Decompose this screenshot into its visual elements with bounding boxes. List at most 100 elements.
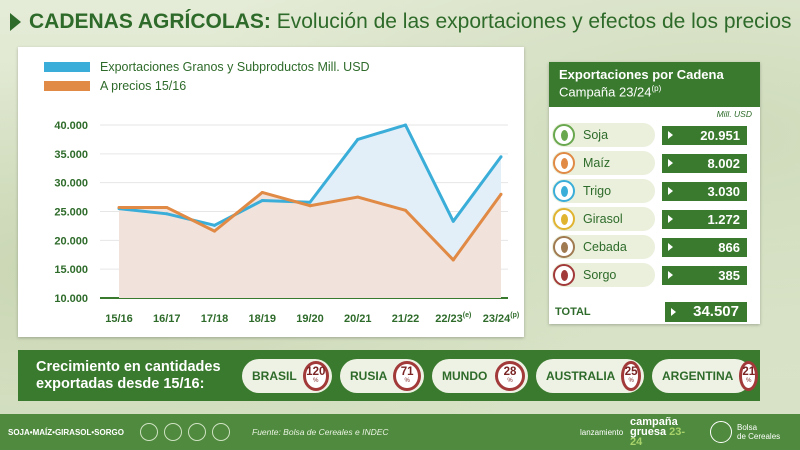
x-tick-text: 23/24 [483, 313, 511, 325]
chain-row: Girasol 1.272 [549, 205, 760, 233]
y-tick-label: 20.000 [54, 235, 88, 247]
x-tick-text: 17/18 [201, 313, 229, 325]
x-tick-text: 22/23 [435, 313, 463, 325]
legend-swatch-blue [44, 61, 90, 72]
x-tick-text: 21/22 [392, 313, 420, 325]
x-tick-label: 22/23(e) [435, 312, 471, 325]
total-value: 34.507 [665, 301, 747, 322]
crop-glyph [560, 185, 568, 197]
x-tick-label: 15/16 [105, 313, 133, 325]
constant-prices-point [499, 192, 503, 196]
play-icon [668, 131, 673, 139]
legend-item-exports: Exportaciones Granos y Subproductos Mill… [44, 57, 370, 76]
exports-point [165, 212, 169, 216]
percent-sign: % [746, 377, 752, 384]
constant-prices-area [119, 192, 501, 298]
corn-icon [553, 152, 575, 174]
x-tick-text: 18/19 [248, 313, 276, 325]
growth-item: MUNDO 28% [432, 358, 528, 393]
exports-point [451, 219, 455, 223]
growth-item: AUSTRALIA 25% [536, 358, 644, 393]
sunflower-icon [553, 208, 575, 230]
footer-crops: SOJA•MAÍZ•GIRASOL•SORGO [8, 427, 124, 437]
crop-name: Cebada [583, 240, 627, 254]
campaign-logo: campaña gruesa 23-24 [630, 416, 686, 448]
side-title: Exportaciones por Cadena [559, 67, 724, 82]
growth-ring: 21% [739, 360, 759, 391]
percent-sign: % [507, 377, 513, 384]
corn-outline-icon [164, 423, 182, 441]
play-icon [668, 271, 673, 279]
growth-value: 120 [306, 365, 326, 378]
side-header: Exportaciones por Cadena Campaña 23/24(p… [549, 62, 760, 107]
y-tick-label: 30.000 [54, 178, 88, 190]
crop-value: 866 [662, 237, 747, 257]
country-name: BRASIL [252, 368, 297, 383]
x-tick-label: 16/17 [153, 313, 181, 325]
x-tick-text: 20/21 [344, 313, 372, 325]
crop-value: 1.272 [662, 209, 747, 229]
growth-title: Crecimiento en cantidades exportadas des… [36, 358, 221, 392]
growth-value: 28 [503, 365, 517, 378]
page-title: CADENAS AGRÍCOLAS: Evolución de las expo… [29, 10, 792, 33]
x-tick-label: 19/20 [296, 313, 324, 325]
chart-legend: Exportaciones Granos y Subproductos Mill… [44, 57, 370, 95]
crop-name: Trigo [583, 184, 612, 198]
x-tick-superscript: (p) [510, 312, 519, 319]
crop-name: Girasol [583, 212, 623, 226]
x-tick-label: 20/21 [344, 313, 372, 325]
crop-glyph [560, 129, 568, 141]
exports-point [213, 223, 216, 227]
constant-prices-point [308, 204, 312, 208]
exports-point [404, 123, 407, 127]
crop-name: Sorgo [583, 268, 617, 282]
crop-glyph [560, 241, 568, 253]
x-tick-label: 23/24(p) [483, 312, 519, 325]
legend-item-constant-prices: A precios 15/16 [44, 76, 370, 95]
source-note: Fuente: Bolsa de Cereales e INDEC [252, 427, 389, 437]
growth-value: 25 [624, 365, 638, 378]
chart-card: Exportaciones Granos y Subproductos Mill… [18, 47, 524, 337]
bolsa-logo-icon [710, 421, 732, 443]
y-tick-label: 15.000 [54, 264, 88, 276]
footer-crop-icons [140, 423, 252, 441]
country-name: MUNDO [442, 368, 488, 383]
barley-icon [553, 236, 575, 258]
crop-value: 385 [662, 265, 747, 285]
x-tick-label: 21/22 [392, 313, 420, 325]
exports-point [308, 200, 312, 204]
crop-value: 20.951 [662, 125, 747, 145]
country-name: ARGENTINA [662, 368, 734, 383]
growth-value: 21 [742, 365, 756, 378]
crop-pill: Trigo [552, 179, 655, 203]
crop-name: Soja [583, 128, 609, 142]
constant-prices-point [260, 190, 264, 194]
growth-item: RUSIA 71% [340, 358, 424, 393]
chain-row: Soja 20.951 [549, 121, 760, 149]
exports-by-chain-card: Exportaciones por Cadena Campaña 23/24(p… [549, 62, 760, 324]
x-tick-text: 16/17 [153, 313, 181, 325]
play-icon [668, 159, 673, 167]
constant-prices-point [213, 229, 216, 233]
crop-glyph [560, 157, 568, 169]
org-logo: Bolsa de Cereales [710, 421, 780, 443]
crop-pill: Cebada [552, 235, 655, 259]
growth-item: BRASIL 120% [242, 358, 332, 393]
soy-outline-icon [140, 423, 158, 441]
growth-ring: 28% [495, 360, 525, 391]
growth-ring: 25% [621, 360, 641, 391]
chain-row: Cebada 866 [549, 233, 760, 261]
play-icon [668, 243, 673, 251]
title-arrow-icon [10, 13, 21, 31]
play-icon [668, 215, 673, 223]
constant-prices-point [451, 258, 455, 262]
x-tick-label: 17/18 [201, 313, 229, 325]
total-row: TOTAL 34.507 [549, 299, 760, 324]
x-tick-text: 19/20 [296, 313, 324, 325]
country-name: AUSTRALIA [546, 368, 616, 383]
crop-value: 3.030 [662, 181, 747, 201]
constant-prices-point [404, 208, 407, 212]
side-subtitle: Campaña 23/24(p) [559, 84, 662, 100]
country-name: RUSIA [350, 368, 388, 383]
growth-list: BRASIL 120% RUSIA 71% MUNDO 28% AUSTRALIA 25% AR… [242, 358, 760, 393]
